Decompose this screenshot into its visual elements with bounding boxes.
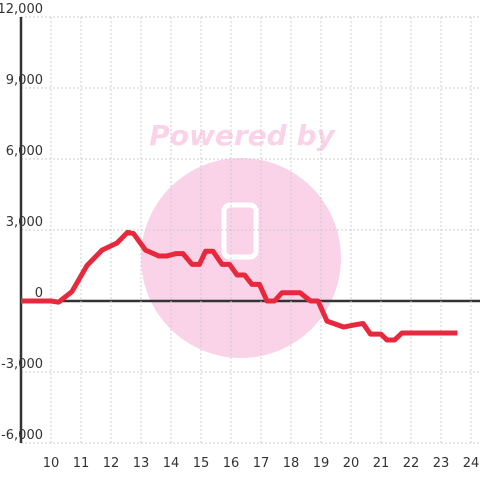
watermark-icon [221, 202, 259, 260]
x-tick-label: 24 [463, 456, 480, 471]
x-tick-label: 16 [223, 456, 240, 471]
x-tick-label: 19 [313, 456, 330, 471]
x-tick-label: 15 [193, 456, 210, 471]
x-tick-label: 20 [343, 456, 360, 471]
x-tick-label: 11 [73, 456, 90, 471]
grid: -6,000-3,00003,0006,0009,00012,000101112… [0, 2, 480, 471]
y-tick-label: 9,000 [6, 73, 43, 88]
x-tick-label: 22 [403, 456, 420, 471]
plot [21, 229, 458, 343]
x-tick-label: 10 [43, 456, 60, 471]
x-tick-label: 21 [373, 456, 390, 471]
x-tick-label: 14 [163, 456, 180, 471]
y-tick-label: 0 [35, 286, 43, 301]
y-tick-label: 3,000 [6, 215, 43, 230]
y-tick-label: 6,000 [6, 144, 43, 159]
x-tick-label: 12 [103, 456, 120, 471]
watermark-text: Powered by [149, 119, 336, 152]
x-tick-label: 18 [283, 456, 300, 471]
x-tick-label: 13 [133, 456, 150, 471]
x-tick-label: 23 [433, 456, 450, 471]
y-tick-label: 12,000 [0, 2, 43, 17]
x-tick-label: 17 [253, 456, 270, 471]
data-line [21, 229, 458, 343]
